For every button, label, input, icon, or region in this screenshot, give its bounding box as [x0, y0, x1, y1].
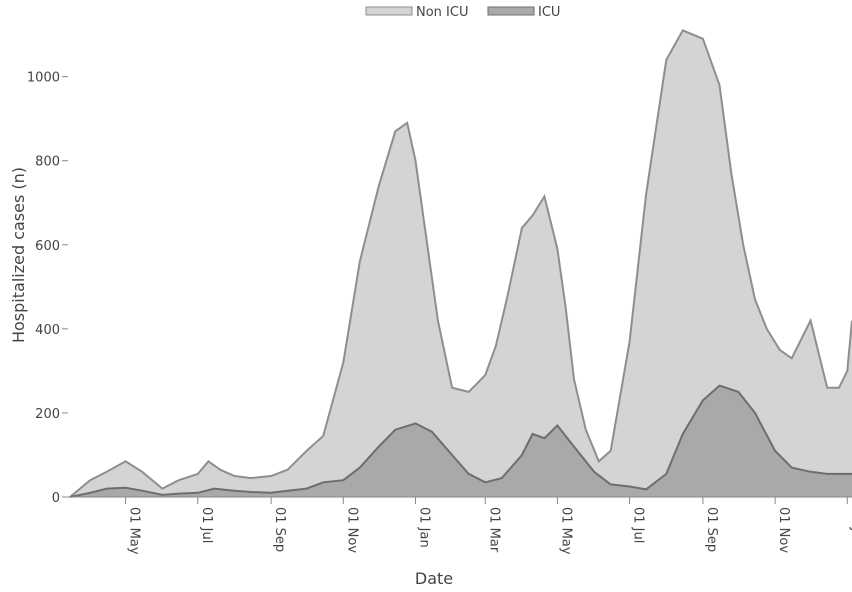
- y-axis: 0 200 400 600 800 1000: [27, 71, 68, 506]
- legend-label-non-icu: Non ICU: [416, 5, 468, 20]
- y-tick-label: 1000: [27, 71, 60, 86]
- series-area-non-icu: [70, 30, 852, 498]
- x-tick-label: 01 Jan: [848, 507, 852, 548]
- x-axis-title: Date: [415, 569, 453, 588]
- area-layer: [69, 29, 852, 498]
- x-tick-label: 01 Nov: [344, 507, 359, 553]
- series-line-icu: [69, 384, 852, 498]
- y-tick-label: 400: [35, 323, 60, 338]
- y-tick-label: 800: [35, 155, 60, 170]
- x-tick-label: 01 Sep: [272, 507, 287, 552]
- x-tick-label: 01 Sep: [704, 507, 719, 552]
- legend-label-icu: ICU: [538, 5, 560, 20]
- legend-swatch-icu: [487, 6, 535, 16]
- x-tick-label: 01 Jul: [631, 507, 646, 543]
- x-tick-label: 01 Nov: [776, 507, 791, 553]
- x-tick-label: 01 May: [558, 507, 573, 555]
- x-tick-label: 01 May: [127, 507, 142, 555]
- x-tick-label: 01 Mar: [486, 507, 501, 553]
- x-tick-label: 01 Jan: [417, 507, 432, 548]
- x-axis: 01 May 01 Jul 01 Sep 01 Nov 01 Jan 01 Mar 01 M…: [125, 497, 852, 555]
- series-line-non-icu: [69, 29, 852, 498]
- y-tick-label: 200: [35, 407, 60, 422]
- legend-swatch-non-icu: [365, 6, 413, 16]
- y-axis-title: Hospitalized cases (n): [9, 167, 28, 343]
- y-tick-label: 600: [35, 239, 60, 254]
- y-tick-label: 0: [52, 491, 60, 506]
- x-tick-label: 01 Jul: [199, 507, 214, 543]
- legend: Non ICU ICU: [365, 5, 560, 20]
- series-area-icu: [70, 385, 852, 497]
